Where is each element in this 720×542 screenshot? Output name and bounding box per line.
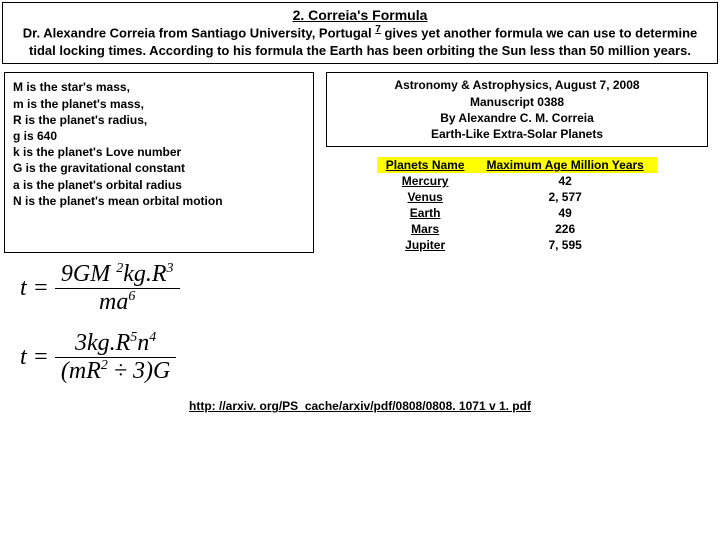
equals: =: [33, 344, 49, 371]
lhs: t: [20, 344, 27, 371]
denominator: (mR2 ÷ 3)G: [55, 358, 176, 385]
table-row: Earth49: [377, 205, 657, 221]
planets-table: Planets Name Maximum Age Million Years M…: [377, 157, 657, 253]
def-line: k is the planet's Love number: [13, 144, 305, 160]
table-header-row: Planets Name Maximum Age Million Years: [377, 157, 657, 173]
def-line: m is the planet's mass,: [13, 96, 305, 112]
planet-name: Venus: [377, 189, 473, 205]
col-age: Maximum Age Million Years: [473, 157, 657, 173]
planet-age: 7, 595: [473, 237, 657, 253]
fraction: 3kg.R5n4 (mR2 ÷ 3)G: [55, 330, 176, 385]
source-line: Manuscript 0388: [335, 94, 699, 110]
def-line: G is the gravitational constant: [13, 160, 305, 176]
formula-2: t = 3kg.R5n4 (mR2 ÷ 3)G: [20, 330, 720, 385]
middle-row: M is the star's mass, m is the planet's …: [4, 72, 716, 253]
formula-1: t = 9GM 2kg.R3 ma6: [20, 261, 720, 316]
def-line: a is the planet's orbital radius: [13, 177, 305, 193]
planet-age: 226: [473, 221, 657, 237]
def-line: R is the planet's radius,: [13, 112, 305, 128]
table-row: Venus2, 577: [377, 189, 657, 205]
formula-block: t = 9GM 2kg.R3 ma6 t = 3kg.R5n4 (mR2 ÷ 3…: [20, 261, 720, 385]
source-line: By Alexandre C. M. Correia: [335, 110, 699, 126]
numerator: 9GM 2kg.R3: [55, 261, 180, 289]
planet-name: Mars: [377, 221, 473, 237]
definitions-box: M is the star's mass, m is the planet's …: [4, 72, 314, 253]
def-line: N is the planet's mean orbital motion: [13, 193, 305, 209]
numerator: 3kg.R5n4: [55, 330, 176, 358]
source-box: Astronomy & Astrophysics, August 7, 2008…: [326, 72, 708, 147]
denominator: ma6: [55, 289, 180, 316]
header-box: 2. Correia's Formula Dr. Alexandre Corre…: [2, 2, 718, 64]
desc-part1: Dr. Alexandre Correia from Santiago Univ…: [23, 25, 376, 40]
planet-name: Mercury: [377, 173, 473, 189]
section-title: 2. Correia's Formula: [11, 7, 709, 23]
table-row: Mars226: [377, 221, 657, 237]
planet-name: Earth: [377, 205, 473, 221]
def-line: g is 640: [13, 128, 305, 144]
lhs: t: [20, 275, 27, 302]
section-description: Dr. Alexandre Correia from Santiago Univ…: [11, 23, 709, 59]
table-row: Jupiter7, 595: [377, 237, 657, 253]
planet-name: Jupiter: [377, 237, 473, 253]
def-line: M is the star's mass,: [13, 79, 305, 95]
planet-age: 49: [473, 205, 657, 221]
planet-age: 42: [473, 173, 657, 189]
table-row: Mercury42: [377, 173, 657, 189]
footer-link[interactable]: http: //arxiv. org/PS_cache/arxiv/pdf/08…: [0, 399, 720, 413]
right-column: Astronomy & Astrophysics, August 7, 2008…: [326, 72, 716, 253]
source-line: Astronomy & Astrophysics, August 7, 2008: [335, 77, 699, 93]
equals: =: [33, 275, 49, 302]
source-line: Earth-Like Extra-Solar Planets: [335, 126, 699, 142]
fraction: 9GM 2kg.R3 ma6: [55, 261, 180, 316]
planet-age: 2, 577: [473, 189, 657, 205]
col-planets: Planets Name: [377, 157, 473, 173]
